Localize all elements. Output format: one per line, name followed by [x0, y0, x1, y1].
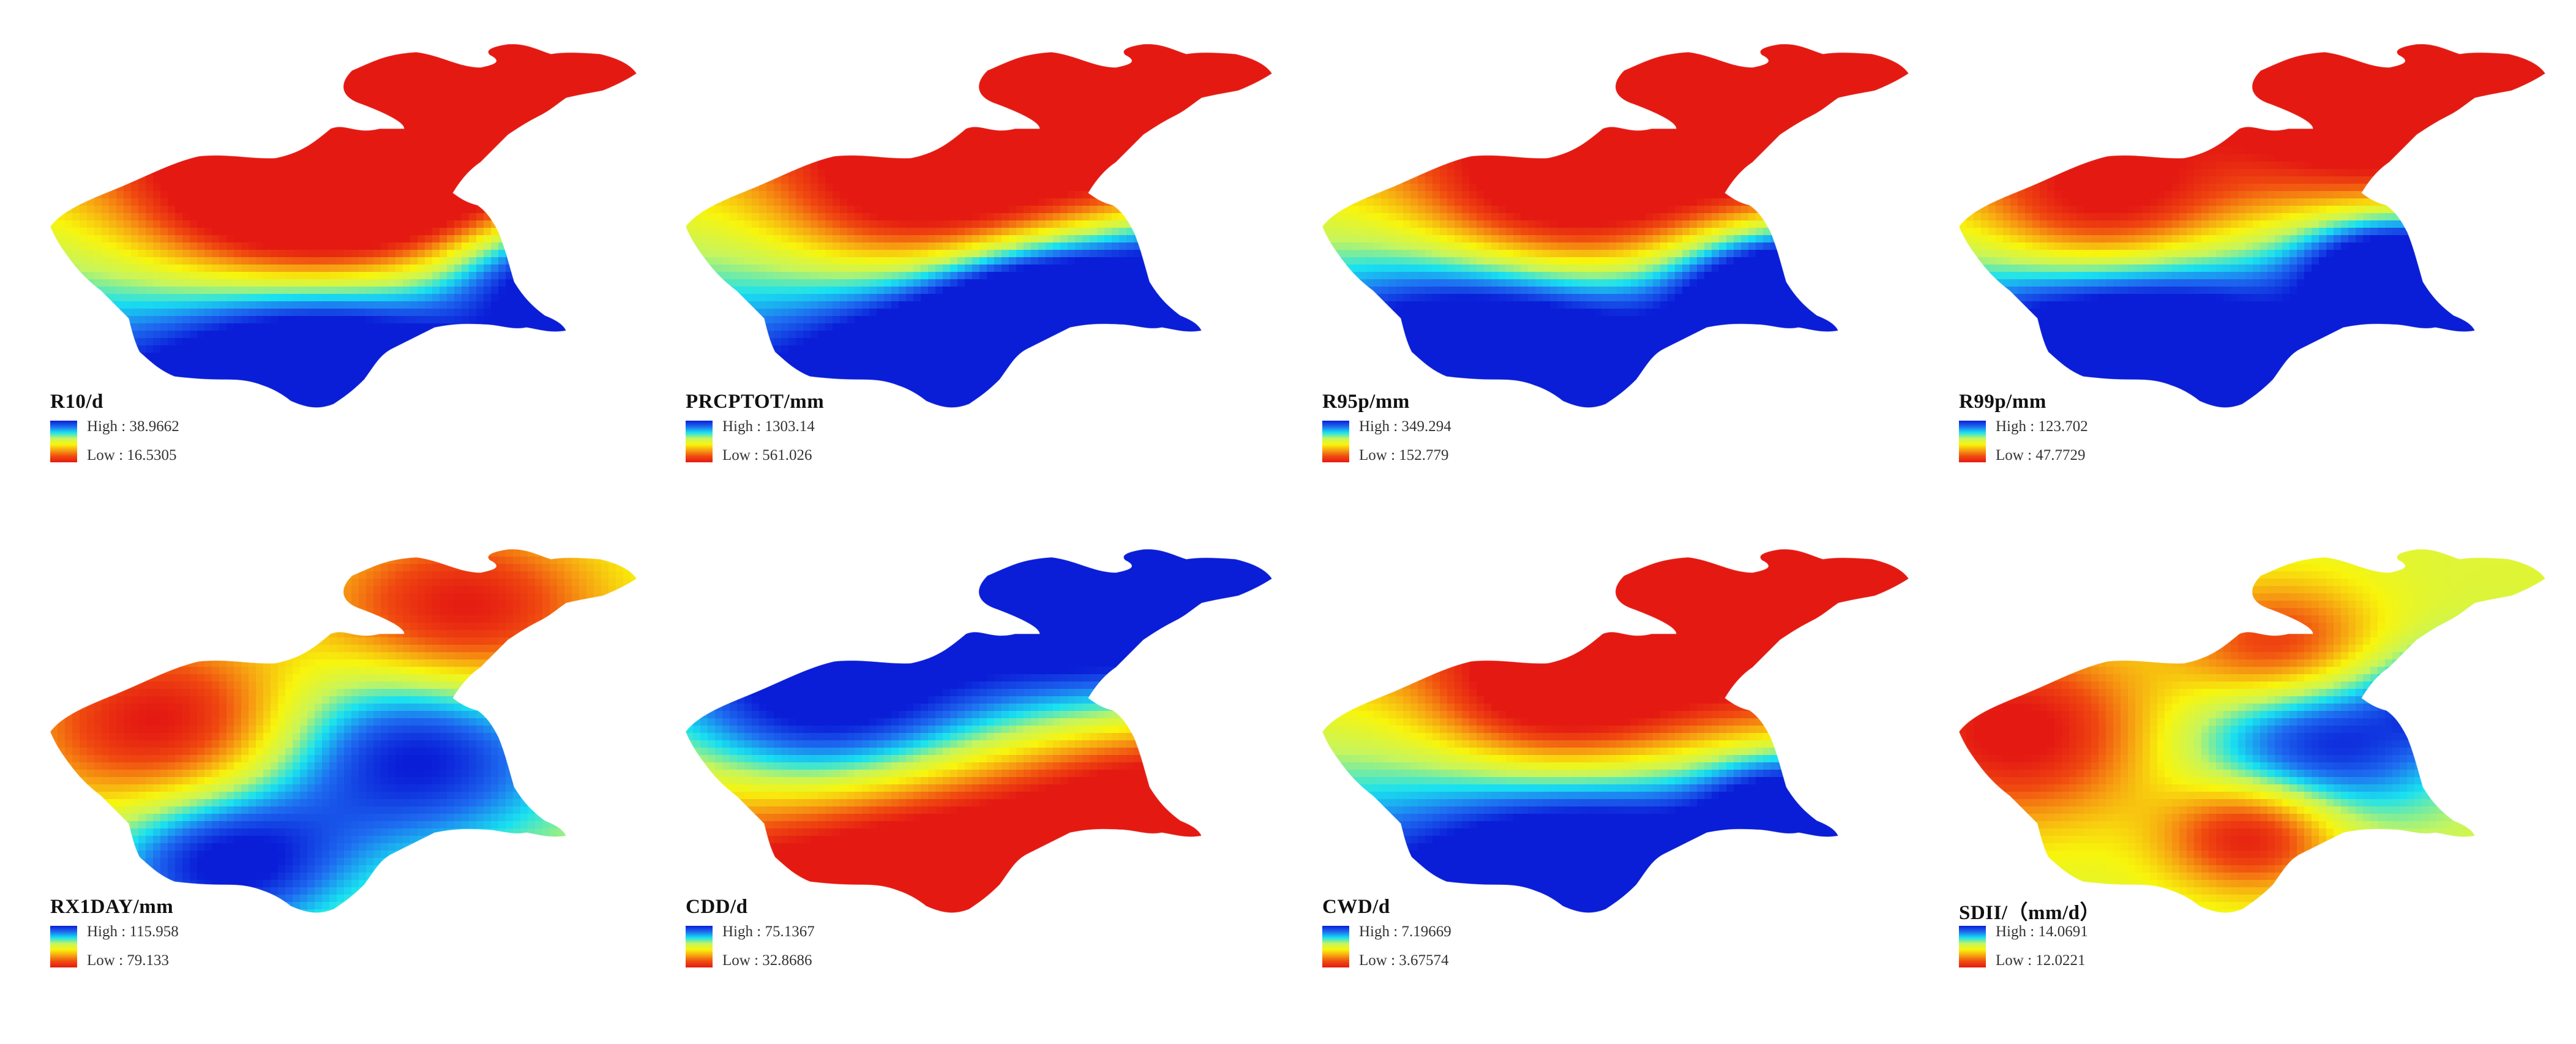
legend-low-label: Low : 16.5305 [87, 447, 177, 464]
color-ramp-swatch [50, 421, 77, 462]
map-panel-cdd: CDD/d High : 75.1367 Low : 32.8686 [648, 542, 1284, 1044]
legend-title: SDII/（mm/d） [1959, 896, 2100, 925]
legend-high-label: High : 38.9662 [87, 418, 179, 435]
legend-title: R10/d [50, 391, 103, 413]
interpolated-surface [686, 44, 1272, 408]
legend-low-label: Low : 79.133 [87, 952, 169, 969]
map-panel-r99p: R99p/mm High : 123.702 Low : 47.7729 [1921, 37, 2558, 539]
interpolated-surface [1322, 549, 1909, 913]
region-boundary [685, 549, 1273, 914]
color-ramp-swatch [686, 421, 713, 462]
legend-high-label: High : 1303.14 [722, 418, 815, 435]
region-boundary [1958, 43, 2546, 408]
map-r99p [1958, 43, 2546, 408]
map-rx1day [50, 549, 637, 914]
legend-low-label: Low : 3.67574 [1359, 952, 1449, 969]
legend-rx1day: RX1DAY/mm High : 115.958 Low : 79.133 [50, 896, 369, 975]
map-cdd [685, 549, 1273, 914]
map-prcptot [685, 43, 1273, 408]
legend-title: CWD/d [1322, 896, 1390, 918]
region-boundary [50, 43, 637, 408]
map-r95p [1322, 43, 1909, 408]
legend-title: R95p/mm [1322, 391, 1410, 413]
interpolated-surface [686, 549, 1272, 913]
legend-low-label: Low : 561.026 [722, 447, 812, 464]
legend-sdii: SDII/（mm/d） High : 14.0691 Low : 12.0221 [1959, 896, 2277, 975]
legend-title: PRCPTOT/mm [686, 391, 824, 413]
interpolated-surface [1959, 549, 2545, 913]
legend-title: R99p/mm [1959, 391, 2046, 413]
map-panel-cwd: CWD/d High : 7.19669 Low : 3.67574 [1284, 542, 1921, 1044]
map-panel-prcptot: PRCPTOT/mm High : 1303.14 Low : 561.026 [648, 37, 1284, 539]
color-ramp-swatch [686, 926, 713, 967]
map-panel-r10: R10/d High : 38.9662 Low : 16.5305 [12, 37, 649, 539]
legend-high-label: High : 14.0691 [1996, 923, 2088, 941]
region-boundary [685, 43, 1273, 408]
legend-high-label: High : 75.1367 [722, 923, 815, 941]
map-panel-sdii: SDII/（mm/d） High : 14.0691 Low : 12.0221 [1921, 542, 2558, 1044]
legend-r99p: R99p/mm High : 123.702 Low : 47.7729 [1959, 391, 2277, 470]
color-ramp-swatch [50, 926, 77, 967]
map-r10 [50, 43, 637, 408]
legend-low-label: Low : 12.0221 [1996, 952, 2086, 969]
legend-high-label: High : 123.702 [1996, 418, 2088, 435]
color-ramp-swatch [1322, 926, 1349, 967]
legend-r10: R10/d High : 38.9662 Low : 16.5305 [50, 391, 369, 470]
region-boundary [1958, 549, 2546, 914]
map-cwd [1322, 549, 1909, 914]
legend-high-label: High : 349.294 [1359, 418, 1451, 435]
interpolated-surface [50, 44, 637, 408]
color-ramp-swatch [1959, 926, 1986, 967]
legend-low-label: Low : 152.779 [1359, 447, 1449, 464]
legend-low-label: Low : 47.7729 [1996, 447, 2086, 464]
interpolated-surface [1322, 44, 1909, 408]
map-panel-rx1day: RX1DAY/mm High : 115.958 Low : 79.133 [12, 542, 649, 1044]
legend-prcptot: PRCPTOT/mm High : 1303.14 Low : 561.026 [686, 391, 1004, 470]
legend-cdd: CDD/d High : 75.1367 Low : 32.8686 [686, 896, 1004, 975]
legend-r95p: R95p/mm High : 349.294 Low : 152.779 [1322, 391, 1641, 470]
region-boundary [1322, 43, 1909, 408]
interpolated-surface [50, 549, 637, 913]
map-panel-r95p: R95p/mm High : 349.294 Low : 152.779 [1284, 37, 1921, 539]
legend-cwd: CWD/d High : 7.19669 Low : 3.67574 [1322, 896, 1641, 975]
legend-title: CDD/d [686, 896, 748, 918]
interpolated-surface [1959, 44, 2545, 408]
legend-title: RX1DAY/mm [50, 896, 173, 918]
legend-low-label: Low : 32.8686 [722, 952, 812, 969]
legend-high-label: High : 115.958 [87, 923, 179, 941]
color-ramp-swatch [1959, 421, 1986, 462]
map-sdii [1958, 549, 2546, 914]
region-boundary [1322, 549, 1909, 914]
region-boundary [50, 549, 637, 914]
color-ramp-swatch [1322, 421, 1349, 462]
legend-high-label: High : 7.19669 [1359, 923, 1451, 941]
